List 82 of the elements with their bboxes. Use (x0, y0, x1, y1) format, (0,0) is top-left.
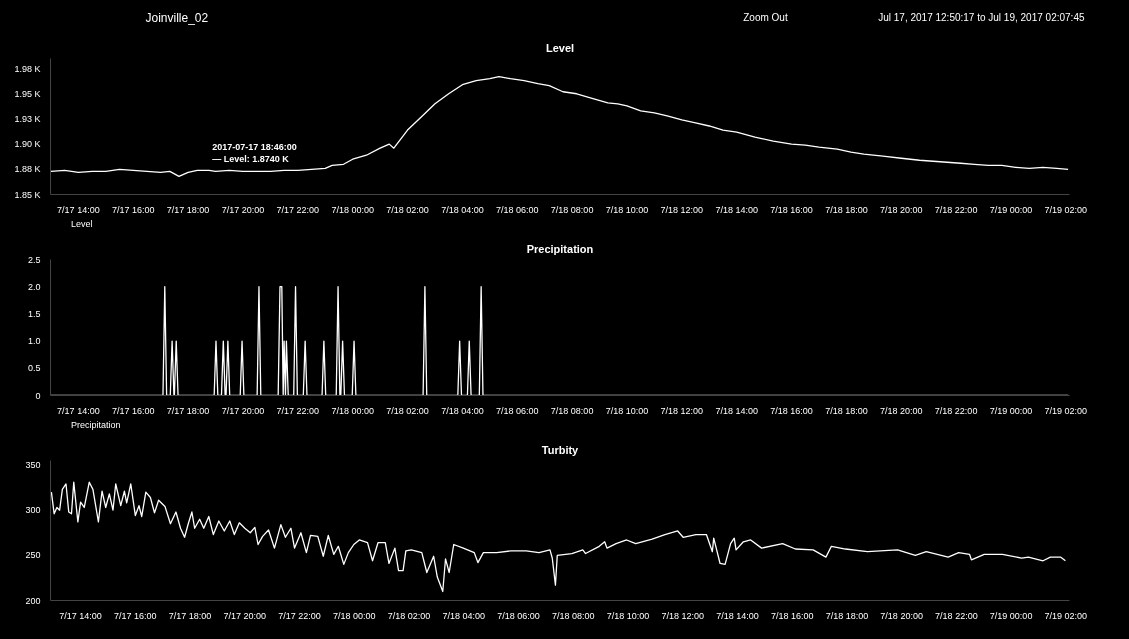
x-tick-label: 7/17 22:00 (276, 204, 320, 215)
y-tick-label: 2.0 (27, 281, 41, 292)
x-tick-label: 7/17 20:00 (221, 204, 265, 215)
y-tick-label: 1.5 (27, 308, 41, 319)
x-tick-label: 7/17 22:00 (276, 405, 320, 416)
y-tick-label: 0 (35, 390, 41, 401)
x-tick-label: 7/17 20:00 (221, 405, 265, 416)
y-tick-label: 1.93 K (14, 113, 41, 124)
text: Precipitation (71, 420, 121, 430)
x-tick-label: 7/19 00:00 (989, 610, 1033, 621)
text: Joinville_02 (145, 10, 209, 25)
x-tick-label: 7/18 22:00 (934, 405, 978, 416)
x-tick-label: 7/19 02:00 (1044, 405, 1088, 416)
x-tick-label: 7/18 02:00 (387, 610, 431, 621)
x-tick-label: 7/18 16:00 (770, 204, 813, 215)
x-tick-label: 7/19 00:00 (989, 405, 1033, 416)
x-tick-label: 7/18 08:00 (551, 610, 595, 621)
x-tick-label: 7/18 18:00 (825, 204, 868, 215)
x-tick-label: 7/18 06:00 (497, 610, 540, 621)
text: Jul 17, 2017 12:50:17 to Jul 19, 2017 02:07:45 (878, 12, 1085, 23)
x-tick-label: 7/18 12:00 (661, 610, 704, 621)
chart-title: Precipitation (526, 242, 594, 255)
y-tick-label: 1.90 K (14, 139, 41, 150)
x-tick-label: 7/18 04:00 (442, 610, 486, 621)
x-tick-label: 7/17 14:00 (57, 405, 100, 416)
x-tick-label: 7/18 04:00 (441, 204, 484, 215)
x-tick-label: 7/18 12:00 (660, 204, 704, 215)
text: Zoom Out (743, 12, 788, 23)
x-tick-label: 7/18 18:00 (825, 405, 868, 416)
x-tick-label: 7/18 00:00 (331, 204, 374, 215)
x-tick-label: 7/19 02:00 (1044, 204, 1088, 215)
x-tick-label: 7/17 14:00 (59, 610, 102, 621)
x-tick-label: 7/18 20:00 (880, 610, 923, 621)
x-tick-label: 7/18 12:00 (660, 405, 704, 416)
y-tick-label: 350 (25, 460, 41, 471)
y-tick-label: 200 (25, 595, 41, 606)
x-tick-label: 7/18 20:00 (880, 405, 923, 416)
text: Level (71, 219, 93, 229)
x-tick-label: 7/17 16:00 (111, 204, 155, 215)
x-tick-label: 7/18 08:00 (550, 204, 594, 215)
x-tick-label: 7/18 14:00 (715, 405, 758, 416)
y-tick-label: 1.0 (27, 336, 41, 347)
x-tick-label: 7/18 02:00 (386, 204, 429, 215)
x-tick-label: 7/18 18:00 (825, 610, 869, 621)
x-tick-label: 7/18 00:00 (331, 405, 374, 416)
x-tick-label: 7/18 06:00 (495, 204, 539, 215)
y-tick-label: 250 (25, 550, 41, 561)
x-tick-label: 7/18 14:00 (716, 610, 759, 621)
annotation: 2017-07-17 18:46:00 — Level: 1.8740 K (212, 142, 297, 165)
x-tick-label: 7/17 22:00 (278, 610, 321, 621)
x-tick-label: 7/18 04:00 (441, 405, 484, 416)
y-tick-label: 1.98 K (14, 63, 41, 74)
x-tick-label: 7/18 02:00 (386, 405, 429, 416)
x-tick-label: 7/19 00:00 (989, 204, 1033, 215)
y-tick-label: 1.85 K (14, 189, 41, 200)
x-tick-label: 7/17 18:00 (166, 405, 210, 416)
y-tick-label: 300 (25, 505, 41, 516)
x-tick-label: 7/17 16:00 (114, 610, 157, 621)
x-tick-label: 7/18 20:00 (880, 204, 923, 215)
y-tick-label: 1.95 K (14, 88, 41, 99)
x-tick-label: 7/19 02:00 (1044, 610, 1088, 621)
x-tick-label: 7/17 20:00 (223, 610, 267, 621)
x-tick-label: 7/18 10:00 (605, 204, 649, 215)
x-tick-label: 7/18 22:00 (934, 204, 978, 215)
chart-title: Level (545, 41, 575, 54)
x-tick-label: 7/18 10:00 (606, 610, 650, 621)
x-tick-label: 7/18 22:00 (935, 610, 978, 621)
x-tick-label: 7/18 00:00 (333, 610, 376, 621)
x-tick-label: 7/18 10:00 (605, 405, 649, 416)
x-tick-label: 7/18 16:00 (770, 610, 814, 621)
y-tick-label: 1.88 K (14, 164, 41, 175)
x-tick-label: 7/18 14:00 (715, 204, 758, 215)
x-tick-label: 7/17 14:00 (57, 204, 100, 215)
chart-title: Turbity (541, 443, 580, 456)
x-tick-label: 7/17 18:00 (166, 204, 210, 215)
x-tick-label: 7/18 06:00 (495, 405, 539, 416)
y-tick-label: 2.5 (27, 254, 41, 265)
x-tick-label: 7/17 18:00 (168, 610, 212, 621)
y-tick-label: 0.5 (27, 363, 41, 374)
x-tick-label: 7/18 08:00 (550, 405, 594, 416)
x-tick-label: 7/18 16:00 (770, 405, 813, 416)
x-tick-label: 7/17 16:00 (111, 405, 155, 416)
